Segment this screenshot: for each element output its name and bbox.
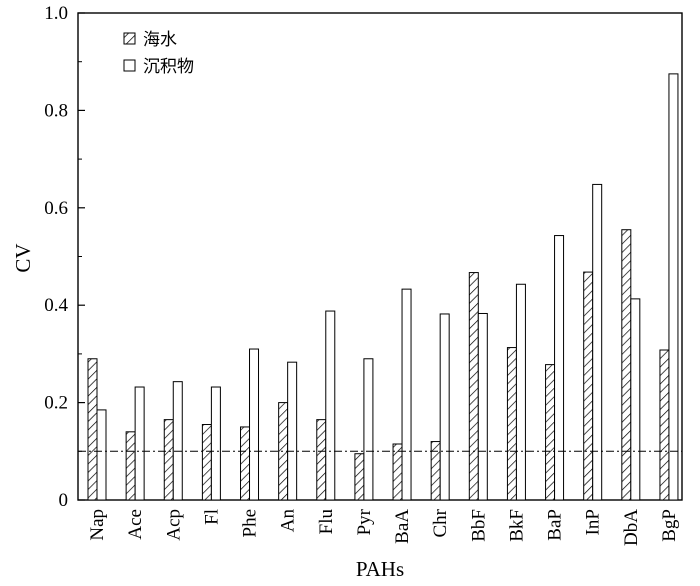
bar-seawater-bkf [506,347,517,501]
bar-sediment-inp [592,183,603,501]
bar-seawater-phe [240,426,251,501]
bar-seawater-pyr [354,453,365,501]
x-tick-label-fl: Fl [201,509,222,525]
bar-seawater-bbf [468,272,479,501]
bar-seawater-dba [621,229,632,501]
bar-seawater-ace [125,431,136,501]
x-tick-label-baa: BaA [392,509,413,544]
x-tick-label-phe: Phe [240,509,261,538]
bar-seawater-chr [430,441,441,501]
bar-sediment-phe [249,348,260,501]
bar-seawater-fl [201,424,212,501]
bar-seawater-bgp [659,349,670,501]
bar-seawater-inp [583,271,594,501]
bar-sediment-ace [134,386,145,501]
bar-sediment-an [287,361,298,501]
x-tick-label-pyr: Pyr [354,508,375,535]
bar-sediment-fl [210,386,221,501]
y-tick-label: 1.0 [44,3,68,24]
legend-swatch-sediment [123,59,136,72]
bar-seawater-acp [163,419,174,501]
x-tick-label-inp: InP [583,509,604,535]
x-tick-label-nap: Nap [87,509,108,541]
bar-seawater-bap [545,364,556,501]
y-tick-label: 0 [59,490,69,511]
x-tick-label-bgp: BgP [659,509,680,542]
x-axis-title: PAHs [356,557,404,581]
x-tick-label-an: An [278,509,299,533]
bar-seawater-nap [87,358,98,501]
x-axis: Nap Ace Acp Fl Phe An Flu Pyr BaA Chr BbF BkF BaP InP… [87,508,680,546]
x-tick-label-ace: Ace [125,509,146,540]
x-tick-label-bap: BaP [545,509,566,541]
bars-layer [87,73,679,501]
x-tick-label-bbf: BbF [468,509,489,542]
bar-sediment-bgp [668,73,679,501]
x-tick-label-bkf: BkF [506,509,527,542]
legend: 海水 沉积物 [123,30,194,77]
legend-label-seawater: 海水 [143,30,177,50]
bar-sediment-nap [96,409,107,501]
y-axis: 0 0.2 0.4 0.6 0.8 1.0 [44,3,85,511]
bar-seawater-flu [316,419,327,501]
bar-sediment-flu [325,310,336,501]
y-tick-label: 0.4 [44,295,68,316]
y-tick-label: 0.6 [44,198,68,219]
x-tick-label-acp: Acp [163,509,184,541]
x-tick-label-chr: Chr [430,508,451,537]
legend-label-sediment: 沉积物 [143,57,194,77]
bar-sediment-acp [172,381,183,501]
y-axis-title: CV [11,243,35,272]
bar-sediment-baa [401,288,412,501]
legend-swatch-seawater [123,32,136,45]
bar-sediment-bkf [515,283,526,501]
bar-sediment-bbf [477,312,488,501]
bar-sediment-bap [554,235,565,501]
bar-seawater-baa [392,443,403,501]
x-tick-label-flu: Flu [316,509,337,535]
bar-sediment-chr [439,313,450,501]
x-tick-label-dba: DbA [621,509,642,546]
bar-sediment-dba [630,298,641,501]
y-tick-label: 0.8 [44,100,68,121]
y-tick-label: 0.2 [44,393,68,414]
bar-sediment-pyr [363,358,374,501]
